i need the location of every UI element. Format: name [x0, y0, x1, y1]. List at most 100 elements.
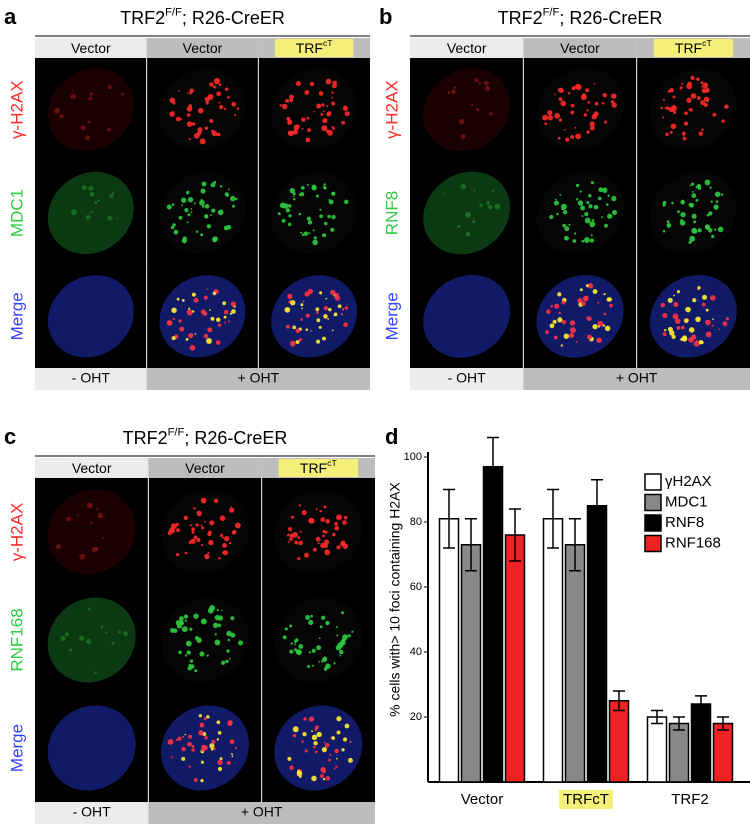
focus [601, 216, 604, 219]
focus [287, 540, 290, 543]
focus [314, 728, 318, 732]
focus [286, 324, 290, 329]
nucleus [47, 597, 136, 683]
focus [700, 81, 704, 85]
focus [561, 207, 565, 211]
focus [227, 720, 233, 726]
focus [218, 83, 222, 86]
focus [204, 736, 208, 740]
focus [289, 765, 294, 770]
focus [87, 120, 91, 124]
focus [312, 547, 317, 552]
focus [344, 723, 350, 729]
bar [690, 703, 712, 783]
focus [209, 82, 214, 87]
focus [488, 205, 493, 210]
focus [312, 229, 315, 232]
label-text: ; R26-CreER [182, 8, 285, 28]
nucleus [47, 705, 136, 791]
header-cell [148, 458, 262, 478]
focus [671, 334, 676, 339]
focus [598, 187, 604, 193]
focus [325, 519, 331, 524]
focus [289, 537, 293, 542]
focus [714, 228, 717, 231]
focus [308, 651, 312, 654]
focus [94, 200, 98, 204]
focus [228, 320, 231, 323]
focus [203, 333, 209, 339]
focus [200, 760, 204, 764]
focus [691, 213, 697, 219]
focus [689, 235, 696, 242]
focus [344, 199, 349, 205]
focus [579, 190, 582, 193]
focus [327, 318, 330, 320]
footer-cell [35, 802, 149, 824]
focus [311, 664, 314, 667]
focus [701, 128, 704, 131]
focus [321, 125, 328, 132]
focus [607, 194, 610, 197]
focus [701, 88, 707, 94]
nucleus [271, 68, 358, 151]
focus [178, 215, 183, 220]
label-text: TRF [300, 460, 327, 476]
focus [177, 90, 180, 92]
header-cell [35, 38, 147, 58]
focus [181, 238, 187, 244]
focus [116, 217, 119, 220]
focus [193, 202, 196, 205]
focus [327, 111, 332, 116]
focus [585, 88, 590, 93]
focus [215, 317, 221, 323]
focus [235, 522, 241, 529]
row-label: Merge [7, 292, 26, 340]
focus [674, 318, 681, 324]
error-bar [465, 518, 477, 572]
focus [584, 212, 589, 217]
focus [196, 537, 201, 543]
focus [491, 189, 494, 193]
nucleus [423, 68, 511, 152]
focus [202, 311, 208, 316]
focus [660, 106, 663, 110]
focus [555, 116, 558, 119]
focus [669, 330, 675, 336]
row-label: MDC1 [7, 189, 26, 237]
focus [589, 125, 595, 131]
focus [341, 120, 346, 125]
focus [185, 640, 192, 647]
focus [310, 81, 315, 87]
nucleus [47, 171, 134, 255]
focus [474, 78, 479, 83]
focus [316, 318, 321, 323]
focus [704, 179, 711, 186]
focus [287, 293, 293, 299]
focus [189, 524, 192, 527]
error-bar [547, 488, 559, 549]
focus [712, 112, 717, 117]
focus [341, 308, 345, 311]
focus [331, 214, 336, 220]
focus [296, 770, 303, 777]
focus [290, 300, 296, 306]
focus [76, 514, 79, 516]
error-bar [591, 479, 603, 533]
focus [321, 103, 325, 107]
focus [228, 541, 232, 545]
focus [323, 183, 326, 186]
superscript: cT [327, 458, 337, 468]
footer-cell [35, 368, 147, 390]
focus [292, 726, 299, 733]
focus [588, 193, 592, 198]
focus [567, 92, 571, 95]
focus [203, 717, 207, 721]
focus [295, 328, 301, 333]
focus [85, 638, 92, 645]
focus [341, 748, 345, 752]
focus [217, 730, 222, 735]
focus [331, 736, 336, 740]
focus [279, 104, 282, 107]
